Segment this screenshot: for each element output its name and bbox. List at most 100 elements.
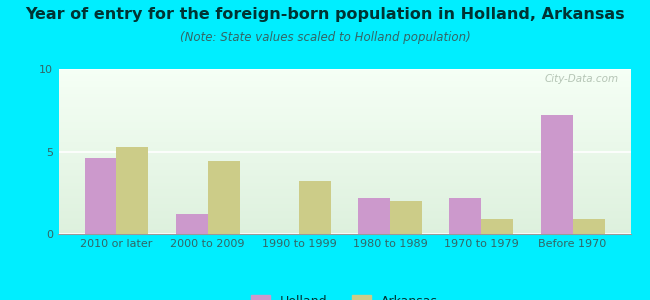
Bar (58, 94, 630, 95)
Bar (176, 214, 207, 234)
Bar (58, 175, 630, 176)
Bar (58, 158, 630, 160)
Bar (58, 84, 630, 85)
Bar (58, 221, 630, 223)
Bar (58, 196, 630, 198)
Bar (58, 142, 630, 143)
Bar (58, 226, 630, 227)
Bar (207, 161, 240, 234)
Bar (58, 231, 630, 232)
Bar (58, 201, 630, 203)
Bar (58, 204, 630, 206)
Bar (58, 117, 630, 118)
Bar (58, 138, 630, 140)
Bar (84, 158, 116, 234)
Bar (58, 160, 630, 161)
Bar (58, 135, 630, 136)
Bar (58, 127, 630, 128)
Bar (58, 223, 630, 224)
Bar (58, 176, 630, 178)
Bar (58, 74, 630, 76)
Text: Year of entry for the foreign-born population in Holland, Arkansas: Year of entry for the foreign-born popul… (25, 8, 625, 22)
Text: City-Data.com: City-Data.com (545, 74, 619, 84)
Bar (58, 191, 630, 193)
Bar (58, 85, 630, 87)
Bar (58, 178, 630, 179)
Bar (58, 163, 630, 165)
Bar (58, 89, 630, 91)
Bar (58, 76, 630, 77)
Bar (58, 166, 630, 168)
Bar (299, 181, 331, 234)
Bar (58, 186, 630, 188)
Bar (58, 107, 630, 109)
Bar (58, 170, 630, 171)
Bar (58, 184, 630, 186)
Bar (58, 199, 630, 201)
Bar (58, 128, 630, 130)
Bar (58, 227, 630, 229)
Bar (58, 150, 630, 152)
Bar (541, 115, 573, 234)
Bar (58, 90, 630, 92)
Bar (358, 198, 390, 234)
Bar (58, 113, 630, 115)
Bar (58, 212, 630, 214)
Bar (58, 161, 630, 163)
Bar (58, 143, 630, 145)
Bar (58, 188, 630, 190)
Bar (58, 100, 630, 102)
Bar (58, 171, 630, 173)
Bar (449, 198, 482, 234)
Bar (58, 130, 630, 132)
Bar (58, 80, 630, 82)
Bar (58, 219, 630, 221)
Bar (58, 122, 630, 124)
Bar (58, 146, 630, 148)
Bar (58, 181, 630, 183)
Bar (58, 148, 630, 150)
Bar (58, 118, 630, 120)
Bar (58, 70, 630, 72)
Bar (58, 152, 630, 153)
Bar (58, 69, 630, 70)
Bar (58, 208, 630, 209)
Bar (58, 92, 630, 94)
Bar (58, 103, 630, 105)
Bar (58, 206, 630, 208)
Bar (58, 145, 630, 146)
Bar (573, 219, 604, 234)
Text: (Note: State values scaled to Holland population): (Note: State values scaled to Holland po… (179, 32, 471, 44)
Bar (58, 99, 630, 100)
Bar (58, 115, 630, 117)
Bar (58, 211, 630, 212)
Bar (58, 203, 630, 204)
Bar (58, 173, 630, 175)
Bar (58, 87, 630, 89)
Bar (58, 179, 630, 181)
Bar (58, 155, 630, 157)
Bar (58, 165, 630, 166)
Bar (58, 72, 630, 74)
Bar (58, 229, 630, 231)
Bar (58, 105, 630, 107)
Bar (58, 190, 630, 191)
Bar (58, 133, 630, 135)
Bar (58, 102, 630, 104)
Bar (58, 153, 630, 155)
Bar (58, 194, 630, 196)
Bar (58, 224, 630, 226)
Bar (58, 110, 630, 112)
Bar (58, 109, 630, 110)
Bar (58, 79, 630, 80)
Bar (58, 198, 630, 199)
Bar (58, 214, 630, 216)
Bar (58, 218, 630, 219)
Bar (58, 95, 630, 97)
Bar (58, 124, 630, 125)
Bar (58, 82, 630, 84)
Bar (58, 97, 630, 99)
Bar (58, 112, 630, 113)
Bar (58, 125, 630, 127)
Bar (116, 147, 148, 234)
